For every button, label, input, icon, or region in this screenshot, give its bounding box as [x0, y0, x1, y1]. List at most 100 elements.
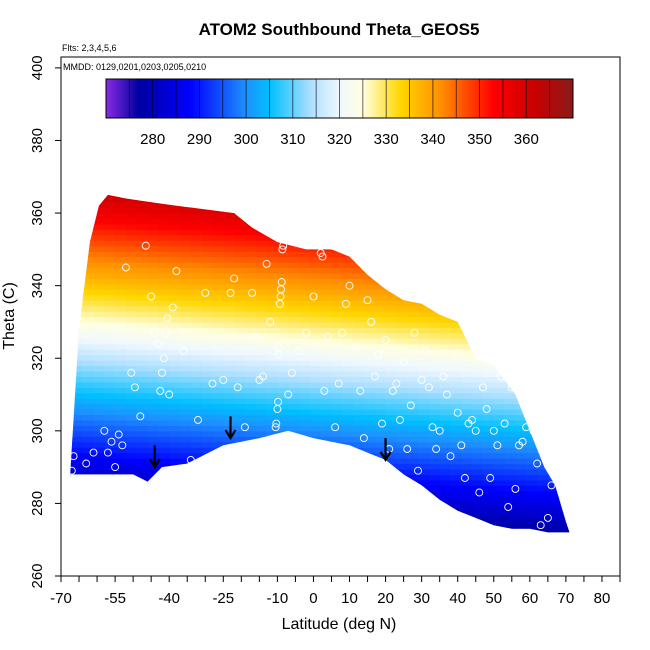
- heatmap-cell: [104, 354, 116, 361]
- heatmap-cell: [537, 213, 549, 220]
- heatmap-cell: [374, 245, 387, 252]
- heatmap-cell: [461, 507, 473, 514]
- heatmap-cell: [482, 234, 495, 241]
- heatmap-cell: [450, 223, 462, 230]
- heatmap-cell: [418, 517, 430, 524]
- heatmap-cell: [201, 223, 214, 230]
- heatmap-cell: [255, 316, 268, 323]
- heatmap-cell: [472, 414, 484, 421]
- heatmap-cell: [482, 196, 495, 203]
- heatmap-cell: [504, 512, 517, 519]
- heatmap-cell: [223, 223, 235, 230]
- heatmap-cell: [147, 360, 159, 367]
- heatmap-cell: [190, 305, 203, 312]
- heatmap-cell: [212, 338, 224, 345]
- heatmap-cell: [223, 409, 235, 416]
- heatmap-cell: [234, 245, 246, 252]
- heatmap-cell: [299, 213, 311, 220]
- heatmap-cell: [396, 468, 408, 475]
- heatmap-cell: [363, 349, 376, 356]
- heatmap-cell: [353, 343, 365, 350]
- heatmap-cell: [353, 419, 365, 426]
- colorbar-tick-label: 330: [374, 131, 399, 148]
- heatmap-cell: [493, 311, 506, 318]
- heatmap-cell: [363, 311, 376, 318]
- heatmap-cell: [385, 343, 397, 350]
- heatmap-cell: [299, 305, 311, 312]
- observation-point: [251, 332, 260, 341]
- heatmap-cell: [71, 441, 84, 448]
- heatmap-cell: [223, 229, 235, 236]
- heatmap-cell: [104, 294, 116, 301]
- heatmap-cell: [570, 463, 581, 469]
- heatmap-cell: [82, 240, 95, 247]
- heatmap-cell: [558, 501, 570, 508]
- heatmap-cell: [374, 300, 387, 307]
- heatmap-cell: [288, 501, 300, 508]
- heatmap-cell: [104, 229, 116, 236]
- heatmap-cell: [288, 528, 300, 533]
- heatmap-cell: [570, 268, 581, 274]
- heatmap-cell: [418, 300, 430, 307]
- heatmap-cell: [342, 278, 354, 285]
- heatmap-cell: [266, 458, 278, 465]
- heatmap-cell: [201, 458, 214, 465]
- heatmap-cell: [82, 419, 95, 426]
- heatmap-cell: [493, 414, 506, 421]
- heatmap-cell: [212, 392, 224, 399]
- heatmap-cell: [115, 218, 127, 225]
- heatmap-cell: [537, 496, 549, 503]
- heatmap-cell: [70, 218, 73, 225]
- heatmap-cell: [461, 479, 473, 486]
- heatmap-cell: [537, 479, 549, 486]
- heatmap-cell: [558, 213, 570, 220]
- heatmap-cell: [212, 370, 224, 377]
- heatmap-cell: [234, 338, 246, 345]
- heatmap-cell: [570, 180, 581, 186]
- heatmap-cell: [418, 501, 430, 508]
- heatmap-cell: [353, 327, 365, 334]
- heatmap-cell: [363, 425, 376, 432]
- heatmap-cell: [374, 403, 387, 410]
- heatmap-cell: [180, 207, 192, 214]
- heatmap-cell: [385, 194, 397, 198]
- heatmap-cell: [547, 354, 560, 361]
- heatmap-cell: [504, 311, 517, 318]
- heatmap-cell: [244, 479, 257, 486]
- heatmap-cell: [169, 245, 181, 252]
- heatmap-cell: [147, 300, 159, 307]
- heatmap-cell: [71, 463, 84, 470]
- heatmap-cell: [223, 316, 235, 323]
- heatmap-cell: [255, 365, 268, 372]
- heatmap-cell: [70, 463, 73, 470]
- heatmap-cell: [515, 381, 527, 388]
- heatmap-cell: [180, 403, 192, 410]
- heatmap-cell: [450, 436, 462, 443]
- heatmap-cell: [504, 349, 517, 356]
- heatmap-cell: [180, 474, 192, 481]
- heatmap-cell: [180, 300, 192, 307]
- heatmap-cell: [180, 507, 192, 514]
- heatmap-cell: [266, 496, 278, 503]
- heatmap-cell: [515, 223, 527, 230]
- heatmap-cell: [212, 496, 224, 503]
- heatmap-cell: [158, 294, 170, 301]
- heatmap-cell: [190, 365, 203, 372]
- heatmap-cell: [115, 360, 127, 367]
- heatmap-cell: [375, 186, 386, 192]
- heatmap-cell: [70, 267, 73, 274]
- heatmap-cell: [244, 501, 257, 508]
- heatmap-cell: [104, 305, 116, 312]
- observation-point: [179, 347, 188, 355]
- heatmap-cell: [482, 365, 495, 372]
- heatmap-cell: [363, 365, 376, 372]
- heatmap-cell: [169, 452, 181, 459]
- heatmap-cell: [299, 479, 311, 486]
- heatmap-cell: [537, 398, 549, 405]
- heatmap-cell: [190, 316, 203, 323]
- heatmap-cell: [201, 398, 214, 405]
- colorbar-tick-labels: 280 290 300 310 320 330 340 350 360: [140, 131, 539, 148]
- heatmap-cell: [309, 425, 322, 432]
- heatmap-cell: [255, 447, 268, 454]
